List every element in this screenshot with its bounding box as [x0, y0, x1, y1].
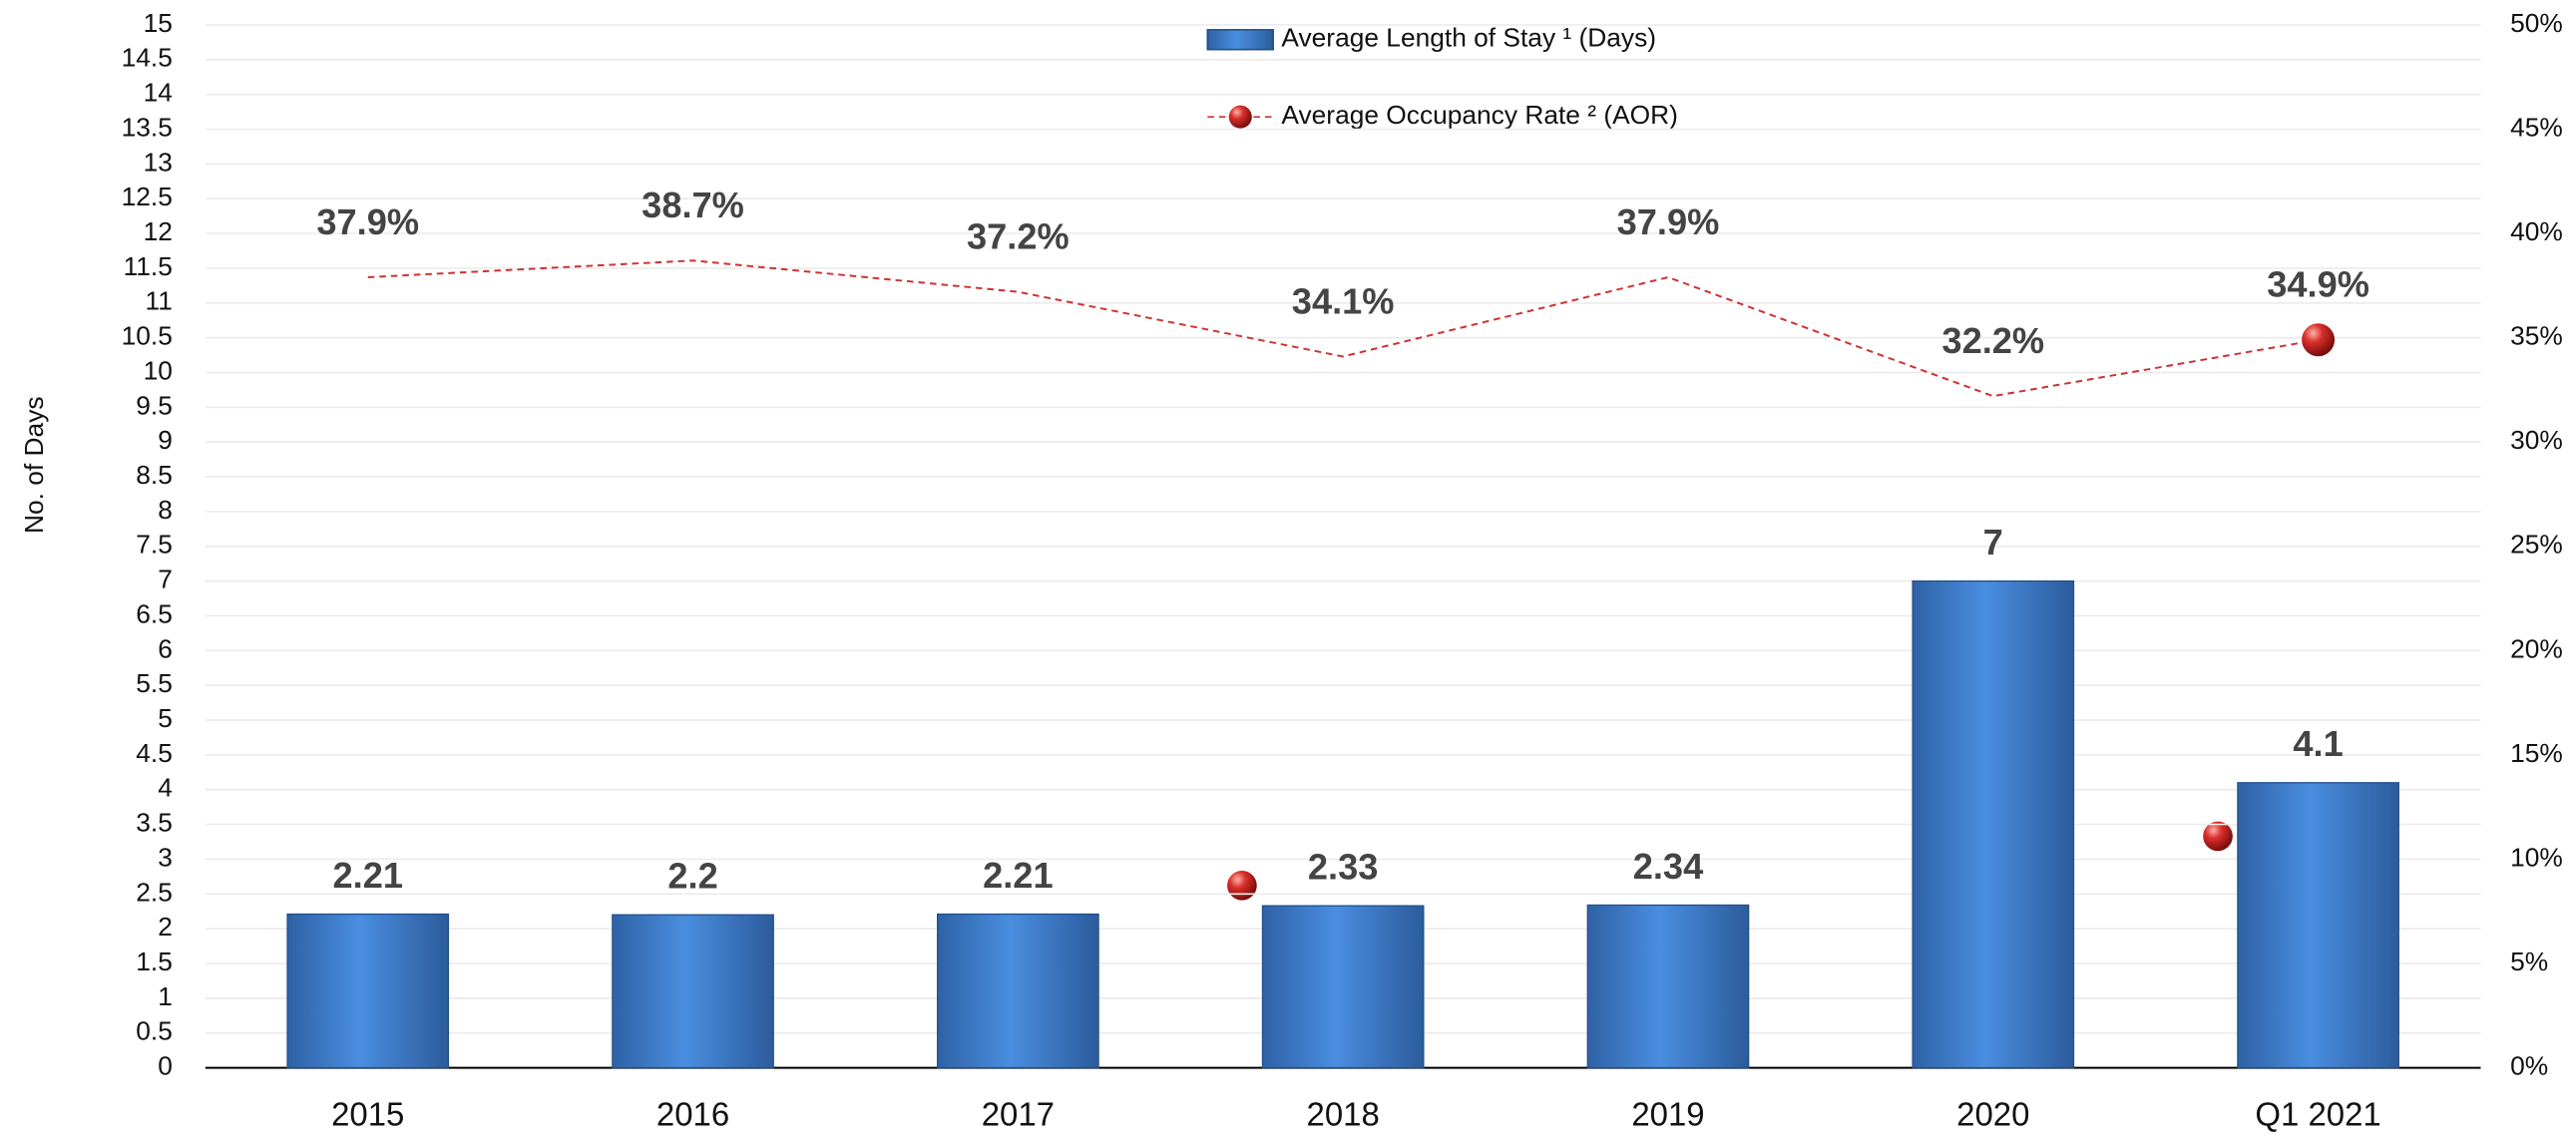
- y-tick-label: 9.5: [136, 390, 173, 420]
- y-tick-label: 7: [158, 565, 173, 594]
- y-tick-label: 9: [158, 425, 173, 455]
- y-tick-label: 5: [158, 703, 173, 733]
- line-value-label: 32.2%: [1941, 320, 2044, 361]
- y2-tick-label: 15%: [2510, 738, 2563, 768]
- stray-marker: [1227, 870, 1257, 901]
- line-value-label: 38.7%: [642, 185, 744, 225]
- y2-tick-label: 50%: [2510, 8, 2563, 38]
- y2-tick-label: 45%: [2510, 112, 2563, 142]
- line-value-label: 37.2%: [967, 216, 1070, 257]
- bar-value-label: 2.33: [1308, 847, 1379, 888]
- y-tick-label: 3.5: [136, 808, 173, 838]
- stray-marker: [2203, 821, 2233, 852]
- bar-value-label: 2.21: [983, 855, 1053, 896]
- legend-label: Average Length of Stay ¹ (Days): [1281, 23, 1656, 53]
- line-value-label: 37.9%: [316, 201, 419, 242]
- y2-tick-label: 35%: [2510, 321, 2563, 351]
- y2-tick-label: 5%: [2510, 947, 2548, 976]
- x-tick-label: 2020: [1956, 1096, 2029, 1133]
- y-tick-label: 8: [158, 495, 173, 525]
- y-axis-label: No. of Days: [19, 396, 49, 534]
- y-tick-label: 4.5: [136, 738, 173, 768]
- bar: [937, 913, 1099, 1069]
- line-marker: [2302, 323, 2336, 357]
- bar-value-label: 2.21: [332, 855, 403, 896]
- line-value-label: 34.9%: [2267, 264, 2369, 305]
- y-tick-label: 0: [158, 1051, 173, 1081]
- bar: [1912, 579, 2075, 1069]
- bar: [2237, 782, 2399, 1069]
- x-tick-label: Q1 2021: [2255, 1096, 2380, 1133]
- line-value-label: 34.1%: [1292, 280, 1395, 321]
- x-tick-label: 2017: [982, 1096, 1055, 1133]
- y-tick-label: 11.5: [124, 251, 173, 281]
- y-tick-label: 1.5: [136, 947, 173, 976]
- bar: [1261, 905, 1425, 1069]
- y-tick-label: 13.5: [122, 112, 173, 142]
- bar: [1586, 904, 1750, 1069]
- legend-swatch: [1206, 29, 1275, 51]
- line: [367, 259, 2319, 398]
- y-tick-label: 14.5: [122, 43, 173, 73]
- y2-tick-label: 40%: [2510, 216, 2563, 246]
- y-tick-label: 10: [144, 355, 173, 385]
- bar-value-label: 2.2: [667, 856, 717, 897]
- y2-tick-label: 25%: [2510, 530, 2563, 560]
- y-tick-label: 15: [144, 8, 173, 38]
- y2-tick-label: 10%: [2510, 842, 2563, 872]
- y-tick-label: 5.5: [136, 668, 173, 698]
- y-tick-label: 7.5: [136, 530, 173, 560]
- y-tick-label: 6.5: [136, 598, 173, 628]
- y-tick-label: 11: [146, 286, 173, 316]
- y-tick-label: 4: [158, 773, 173, 803]
- bar-value-label: 7: [1983, 522, 2003, 563]
- bar: [286, 913, 450, 1069]
- y-tick-label: 13: [144, 147, 173, 177]
- y-tick-label: 2.5: [136, 877, 173, 907]
- y-tick-label: 2: [158, 912, 173, 942]
- y-tick-label: 3: [158, 842, 173, 872]
- y2-tick-label: 30%: [2510, 425, 2563, 455]
- line-value-label: 37.9%: [1617, 201, 1720, 242]
- bar: [612, 914, 774, 1069]
- y2-tick-label: 0%: [2510, 1051, 2548, 1081]
- y-tick-label: 1: [158, 981, 173, 1011]
- y-tick-label: 0.5: [136, 1016, 173, 1046]
- y-tick-label: 6: [158, 633, 173, 663]
- y-tick-label: 12: [144, 216, 173, 246]
- x-tick-label: 2018: [1307, 1096, 1380, 1133]
- x-tick-label: 2016: [656, 1096, 729, 1133]
- y2-tick-label: 20%: [2510, 633, 2563, 663]
- legend-marker: [1228, 105, 1252, 129]
- y-tick-label: 14: [144, 78, 173, 108]
- y-tick-label: 8.5: [136, 460, 173, 490]
- bar-value-label: 4.1: [2293, 723, 2343, 764]
- y-tick-label: 12.5: [122, 182, 173, 211]
- legend-label: Average Occupancy Rate ² (AOR): [1281, 100, 1678, 130]
- x-tick-label: 2019: [1631, 1096, 1704, 1133]
- bar-value-label: 2.34: [1633, 846, 1704, 887]
- x-tick-label: 2015: [331, 1096, 404, 1133]
- y-tick-label: 10.5: [122, 321, 173, 351]
